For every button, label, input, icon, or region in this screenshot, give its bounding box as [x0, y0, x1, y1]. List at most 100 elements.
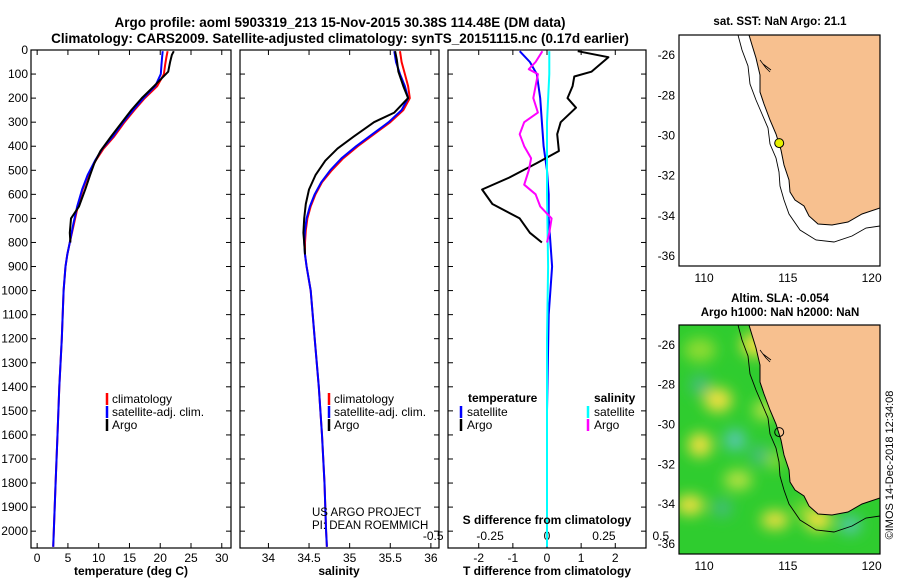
difference-series-t-satellite — [518, 50, 554, 547]
difference-xlabel: T difference from climatology — [463, 564, 631, 578]
salinity-series-group — [302, 51, 411, 547]
depth-tick-label: 1600 — [1, 428, 28, 442]
depth-tick-label: 1400 — [1, 380, 28, 394]
salinity-diff-tick-label: 0.25 — [592, 529, 616, 543]
legend-temperature-title: temperature — [468, 391, 538, 405]
depth-tick-label: 200 — [8, 91, 28, 105]
difference-xtick-label: -1 — [508, 551, 519, 565]
map-sla-island — [759, 349, 772, 363]
legend-argo: Argo — [334, 418, 360, 432]
temperature-xtick-label: 0 — [34, 551, 41, 565]
legend-s-argo: Argo — [594, 418, 620, 432]
map-sst-isobath — [737, 35, 880, 243]
depth-tick-label: 1500 — [1, 404, 28, 418]
salinity-xtick-label: 34 — [262, 551, 276, 565]
depth-tick-label: 800 — [8, 235, 28, 249]
map_sla-lat-label: -36 — [658, 537, 676, 551]
depth-tick-label: 1000 — [1, 284, 28, 298]
map_sst-lon-label: 110 — [695, 271, 714, 285]
temperature-xlabel: temperature (deg C) — [74, 564, 188, 578]
temperature-xtick-label: 5 — [65, 551, 72, 565]
map_sla-lat-label: -32 — [658, 457, 676, 471]
depth-tick-label: 1800 — [1, 476, 28, 490]
header-line-1: Argo profile: aoml 5903319_213 15-Nov-20… — [115, 15, 566, 30]
depth-tick-label: 1100 — [2, 308, 28, 322]
map_sst-lat-label: -34 — [658, 209, 676, 223]
temperature-series-climatology — [52, 51, 169, 547]
map_sst-lat-label: -26 — [658, 48, 676, 62]
legend-satellite-adj: satellite-adj. clim. — [112, 405, 204, 419]
depth-tick-label: 1200 — [1, 332, 28, 346]
depth-tick-label: 1700 — [1, 452, 28, 466]
salinity-xtick-label: 35.5 — [379, 551, 403, 565]
salinity-diff-tick-label: -0.25 — [476, 529, 504, 543]
temperature-xtick-label: 20 — [154, 551, 168, 565]
depth-tick-label: 600 — [8, 187, 28, 201]
salinity-xtick-label: 35 — [343, 551, 357, 565]
depth-tick-label: 1300 — [1, 356, 28, 370]
legend-argo: Argo — [112, 418, 138, 432]
difference-series-s-satellite — [546, 51, 551, 547]
temperature-series-argo — [68, 50, 175, 243]
map_sla-lat-label: -28 — [658, 378, 676, 392]
temperature-series-group — [52, 50, 175, 547]
difference-series-t-argo — [481, 50, 610, 244]
difference-legend: temperature satellite Argo salinity sate… — [459, 391, 636, 432]
credit-project: US ARGO PROJECT — [312, 507, 421, 519]
salinity-xtick-label: 36 — [424, 551, 438, 565]
map_sst-lat-label: -32 — [658, 169, 676, 183]
map_sla-lon-label: 110 — [695, 559, 714, 573]
temperature-xtick-label: 10 — [92, 551, 106, 565]
legend-s-satellite: satellite — [594, 405, 635, 419]
depth-tick-label: 2000 — [1, 524, 28, 538]
difference-xtick-label: 2 — [612, 551, 619, 565]
map-sst — [679, 35, 880, 266]
map-sst-land — [748, 35, 880, 226]
map_sla-lat-label: -26 — [658, 338, 676, 352]
depth-tick-label: 300 — [8, 115, 28, 129]
salinity-series-climatology — [304, 51, 411, 547]
argo-float-marker — [774, 138, 785, 149]
argo-float-marker — [774, 427, 785, 438]
depth-tick-label: 500 — [8, 163, 28, 177]
map_sst-lon-label: 115 — [778, 271, 797, 285]
map_sst-lon-label: 120 — [862, 271, 882, 285]
map_sst-lat-label: -28 — [658, 88, 676, 102]
salinity-diff-tick-label: 0.5 — [652, 529, 669, 543]
difference-series-group — [481, 50, 610, 547]
salinity-xtick-label: 34.5 — [297, 551, 321, 565]
legend-salinity-title: salinity — [594, 391, 636, 405]
map-sst-title: sat. SST: NaN Argo: 21.1 — [713, 16, 847, 28]
difference-series-s-argo — [518, 50, 553, 243]
depth-tick-label: 700 — [8, 211, 28, 225]
legend-t-argo: Argo — [467, 418, 493, 432]
depth-tick-label: 100 — [8, 67, 28, 81]
legend-t-satellite: satellite — [467, 405, 508, 419]
temperature-series-satellite-adj-clim- — [52, 51, 164, 547]
legend-satellite-adj: satellite-adj. clim. — [334, 405, 426, 419]
map-sla-frame — [678, 324, 881, 555]
map-sla — [679, 325, 880, 554]
header-line-2: Climatology: CARS2009. Satellite-adjuste… — [51, 31, 629, 46]
map-sla-isobath — [737, 325, 880, 533]
legend-climatology: climatology — [112, 392, 172, 406]
map_sst-lat-label: -36 — [658, 249, 676, 263]
imos-watermark: ©IMOS 14-Dec-2018 12:34:08 — [884, 391, 896, 540]
temperature-legend: climatology satellite-adj. clim. Argo — [105, 392, 204, 432]
salinity-xlabel: salinity — [318, 564, 360, 578]
map_sla-lat-label: -34 — [658, 497, 676, 511]
map_sla-lat-label: -30 — [658, 418, 676, 432]
temperature-xtick-label: 25 — [184, 551, 198, 565]
salinity-series-argo — [302, 51, 410, 255]
map_sst-lat-label: -30 — [658, 128, 676, 142]
map-sla-title-2: Argo h1000: NaN h2000: NaN — [701, 307, 860, 319]
map-sst-island — [759, 59, 772, 73]
difference-xlabel-salinity: S difference from climatology — [463, 513, 632, 527]
legend-climatology: climatology — [334, 392, 394, 406]
temperature-plot-frame — [30, 49, 232, 549]
salinity-diff-tick-label: -0.5 — [423, 529, 444, 543]
salinity-plot-frame — [239, 49, 440, 549]
salinity-legend: climatology satellite-adj. clim. Argo — [327, 392, 426, 432]
map_sla-lon-label: 120 — [862, 559, 882, 573]
